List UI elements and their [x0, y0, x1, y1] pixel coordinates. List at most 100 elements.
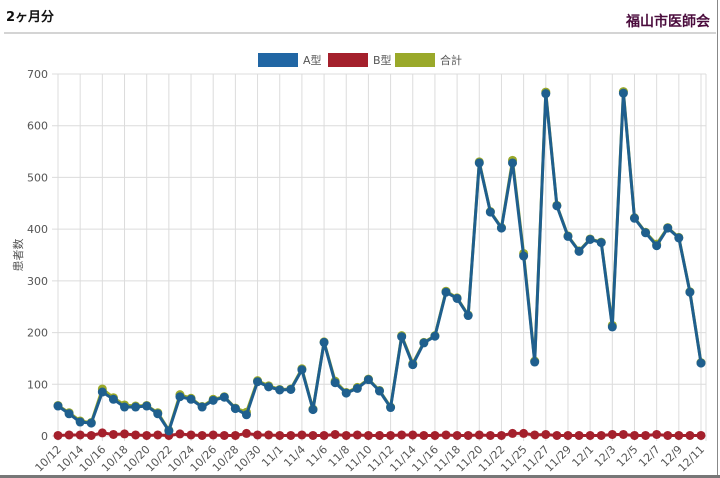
grid	[52, 73, 707, 441]
data-point	[142, 430, 152, 440]
x-tick-label: 12/7	[636, 443, 663, 470]
data-point	[75, 430, 85, 440]
y-tick-label: 600	[27, 120, 48, 133]
data-point	[308, 405, 318, 415]
data-point	[352, 430, 362, 440]
data-point	[241, 428, 251, 438]
data-point	[641, 430, 651, 440]
data-point	[386, 403, 396, 413]
data-point	[230, 430, 240, 440]
data-point	[275, 430, 285, 440]
data-point	[496, 430, 506, 440]
data-point	[508, 158, 518, 168]
data-point	[530, 430, 540, 440]
data-point	[86, 430, 96, 440]
data-point	[596, 238, 606, 248]
data-point	[674, 233, 684, 243]
data-point	[585, 234, 595, 244]
y-tick-label: 200	[27, 327, 48, 340]
data-point	[441, 287, 451, 297]
data-point	[319, 337, 329, 347]
data-point	[419, 430, 429, 440]
data-point	[97, 428, 107, 438]
data-point	[685, 430, 695, 440]
data-point	[153, 430, 163, 440]
data-point	[375, 430, 384, 440]
data-point	[297, 365, 307, 375]
legend-swatch	[258, 53, 298, 67]
data-point	[574, 430, 584, 440]
data-point	[574, 246, 584, 256]
legend-label: A型	[303, 53, 322, 67]
data-point	[164, 426, 174, 436]
legend-item: 合計	[395, 53, 462, 67]
data-point	[563, 231, 573, 241]
data-point	[319, 430, 329, 440]
data-point	[219, 430, 229, 440]
data-point	[97, 387, 107, 397]
data-point	[552, 201, 562, 211]
data-point	[629, 430, 639, 440]
data-point	[519, 428, 529, 438]
data-point	[386, 430, 396, 440]
data-point	[131, 430, 141, 440]
data-point	[652, 429, 662, 439]
data-point	[463, 311, 473, 321]
data-point	[264, 430, 274, 440]
data-point	[463, 430, 473, 440]
data-point	[120, 429, 130, 439]
y-tick-label: 100	[27, 378, 48, 391]
data-point	[696, 358, 706, 368]
data-point	[286, 430, 296, 440]
data-point	[341, 388, 351, 398]
data-point	[53, 430, 63, 440]
data-point	[253, 430, 263, 440]
data-point	[197, 430, 207, 440]
data-point	[108, 394, 118, 404]
y-tick-label: 500	[27, 171, 48, 184]
data-point	[308, 430, 318, 440]
data-point	[253, 377, 263, 387]
data-point	[175, 392, 185, 402]
series-A型	[53, 88, 706, 436]
data-point	[186, 394, 196, 404]
data-point	[496, 223, 506, 233]
data-point	[685, 287, 695, 297]
x-tick-label: 12/5	[614, 443, 641, 470]
data-point	[175, 429, 185, 439]
data-point	[674, 430, 684, 440]
data-point	[629, 213, 639, 223]
data-point	[186, 430, 196, 440]
data-point	[618, 429, 628, 439]
data-point	[519, 251, 529, 261]
data-point	[663, 223, 673, 233]
data-point	[641, 228, 651, 238]
data-point	[552, 430, 562, 440]
organization-logo-text: 福山市医師会	[626, 14, 710, 30]
legend-label: B型	[373, 53, 392, 67]
data-point	[419, 338, 429, 348]
data-point	[142, 401, 152, 411]
series-合計	[53, 87, 706, 435]
data-point	[297, 430, 307, 440]
legend-label: 合計	[440, 53, 462, 67]
data-point	[120, 402, 130, 412]
data-point	[541, 429, 551, 439]
data-point	[264, 382, 274, 392]
data-point	[341, 430, 351, 440]
data-point	[363, 375, 373, 385]
data-point	[131, 402, 141, 412]
data-point	[485, 207, 495, 217]
series-B型	[53, 428, 706, 440]
data-point	[508, 428, 518, 438]
data-point	[541, 89, 551, 99]
data-point	[64, 430, 74, 440]
series-group	[53, 87, 706, 440]
data-point	[530, 357, 540, 367]
x-tick-label: 12/3	[592, 443, 619, 470]
y-tick-label: 400	[27, 223, 48, 236]
data-point	[86, 418, 96, 428]
window-border	[717, 0, 718, 478]
x-tick-label: 11/4	[281, 443, 308, 470]
